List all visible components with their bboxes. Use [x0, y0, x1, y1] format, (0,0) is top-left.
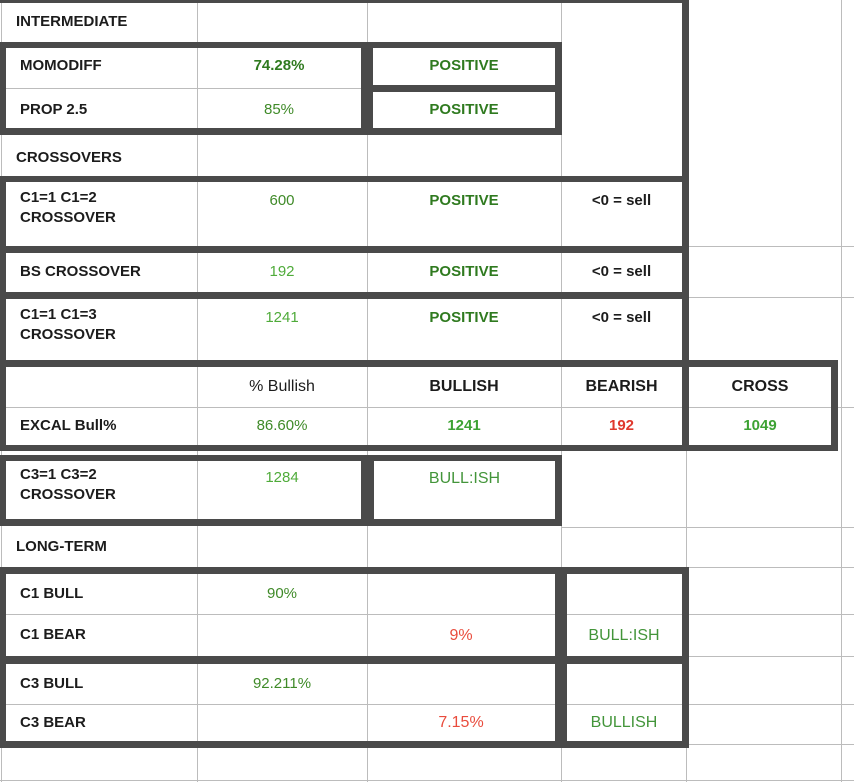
cell-excal-cross[interactable]: 1049 [743, 416, 777, 434]
cell-excal-bullish[interactable]: 1241 [447, 416, 481, 434]
cell-excal-pct[interactable]: 86.60% [256, 416, 308, 434]
thick-border [682, 567, 689, 748]
section-title-longterm[interactable]: LONG-TERM [16, 537, 107, 555]
gridline [0, 88, 361, 89]
thick-border [0, 42, 6, 135]
gridline [688, 246, 854, 247]
thick-border [0, 656, 688, 664]
gridline [688, 744, 854, 745]
header-pct-bullish[interactable]: % Bullish [249, 378, 315, 396]
thick-border [0, 246, 686, 253]
cell-c1bull-label[interactable]: C1 BULL [20, 584, 84, 602]
cell-c3c2-value[interactable]: 1284 [265, 469, 299, 486]
cell-c1c2-note[interactable]: <0 = sell [591, 192, 652, 209]
cell-bs-status[interactable]: POSITIVE [429, 263, 499, 281]
thick-border [0, 0, 688, 3]
thick-border [555, 42, 562, 135]
cell-prop25-value[interactable]: 85% [263, 100, 295, 118]
cell-c3bull-label[interactable]: C3 BULL [20, 674, 84, 692]
gridline [688, 656, 854, 657]
thick-border [361, 42, 373, 135]
cell-prop25-status[interactable]: POSITIVE [429, 100, 499, 118]
gridline [0, 704, 854, 705]
thick-border [0, 292, 686, 299]
thick-border [361, 455, 374, 526]
cell-c1c2-status[interactable]: POSITIVE [429, 192, 499, 209]
cell-c3bear-label[interactable]: C3 BEAR [20, 713, 86, 731]
cell-c3bull-value[interactable]: 92.211% [252, 674, 312, 692]
cell-c1bull-value[interactable]: 90% [266, 584, 298, 602]
gridline [367, 0, 368, 782]
cell-excal-label[interactable]: EXCAL Bull% [20, 416, 117, 434]
cell-c1c2-label[interactable]: C1=1 C1=2 CROSSOVER [20, 189, 116, 227]
thick-border [0, 741, 688, 748]
section-title-intermediate[interactable]: INTERMEDIATE [16, 13, 128, 31]
thick-border [0, 455, 561, 461]
gridline [561, 527, 854, 528]
cell-c1c3-note[interactable]: <0 = sell [591, 309, 652, 326]
thick-border [0, 455, 6, 526]
gridline [0, 407, 854, 408]
cell-excal-bearish[interactable]: 192 [608, 416, 635, 434]
thick-border [0, 176, 686, 182]
thick-border [0, 42, 561, 48]
thick-border [0, 445, 838, 451]
thick-border [555, 455, 562, 526]
thick-border [0, 567, 688, 574]
cell-c1bear-label[interactable]: C1 BEAR [20, 626, 86, 644]
cell-c3c2-status[interactable]: BULL:ISH [428, 470, 501, 487]
cell-c1bear-status[interactable]: BULL:ISH [588, 626, 660, 644]
section-title-crossovers[interactable]: CROSSOVERS [16, 148, 122, 166]
cell-momodiff-status[interactable]: POSITIVE [429, 57, 499, 75]
thick-border [0, 519, 561, 526]
thick-border [682, 0, 689, 451]
cell-c1bear-value[interactable]: 9% [449, 626, 473, 644]
cell-c3c2-label[interactable]: C3=1 C3=2 CROSSOVER [20, 466, 116, 504]
thick-border [0, 567, 6, 748]
thick-border [367, 85, 561, 92]
header-cross[interactable]: CROSS [731, 378, 789, 396]
cell-prop25-label[interactable]: PROP 2.5 [20, 100, 88, 118]
cell-c1c3-status[interactable]: POSITIVE [429, 309, 499, 326]
gridline [0, 780, 854, 781]
cell-bs-note[interactable]: <0 = sell [591, 263, 652, 281]
cell-c1c3-value[interactable]: 1241 [265, 309, 299, 326]
thick-border [0, 360, 838, 367]
cell-c1c2-value[interactable]: 600 [269, 192, 295, 209]
gridline [688, 297, 854, 298]
thick-border [0, 176, 6, 451]
gridline [197, 0, 198, 782]
thick-border [555, 567, 567, 748]
gridline [688, 567, 854, 568]
cell-bs-value[interactable]: 192 [269, 263, 295, 281]
cell-c1c3-label[interactable]: C1=1 C1=3 CROSSOVER [20, 306, 116, 344]
header-bearish[interactable]: BEARISH [585, 378, 658, 396]
cell-bs-label[interactable]: BS CROSSOVER [20, 263, 141, 281]
header-bullish[interactable]: BULLISH [429, 378, 499, 396]
gridline [841, 0, 842, 782]
cell-momodiff-label[interactable]: MOMODIFF [20, 57, 102, 75]
gridline [0, 614, 854, 615]
cell-c3bear-status[interactable]: BULLISH [590, 714, 658, 732]
thick-border [0, 128, 561, 135]
cell-momodiff-value[interactable]: 74.28% [253, 57, 305, 75]
gridline [561, 0, 562, 782]
thick-border [831, 360, 838, 451]
cell-c3bear-value[interactable]: 7.15% [438, 714, 484, 732]
